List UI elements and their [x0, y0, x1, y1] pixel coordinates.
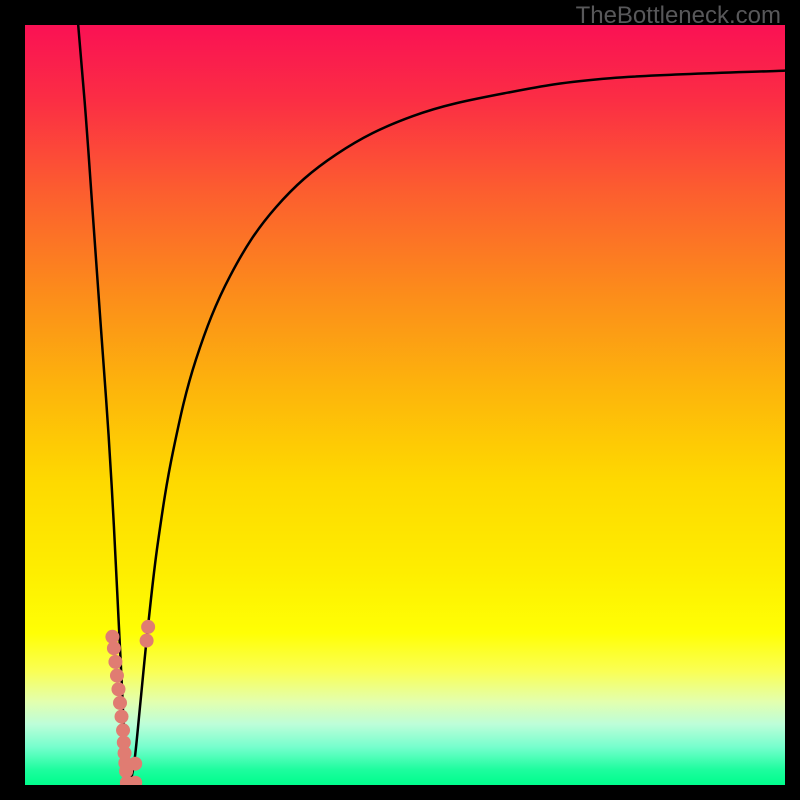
data-marker: [113, 696, 127, 710]
data-marker: [110, 669, 124, 683]
data-marker: [116, 723, 130, 737]
data-marker: [111, 682, 125, 696]
data-marker: [140, 634, 154, 648]
data-marker: [115, 710, 129, 724]
data-marker: [108, 655, 122, 669]
curve-left-branch: [78, 25, 127, 783]
data-marker: [128, 757, 142, 771]
data-marker: [107, 641, 121, 655]
plot-area: [25, 25, 785, 785]
curve-right-branch: [128, 71, 785, 783]
curve-layer: [25, 25, 785, 785]
watermark-text: TheBottleneck.com: [576, 2, 781, 30]
data-marker: [141, 620, 155, 634]
chart-container: TheBottleneck.com: [0, 0, 800, 800]
